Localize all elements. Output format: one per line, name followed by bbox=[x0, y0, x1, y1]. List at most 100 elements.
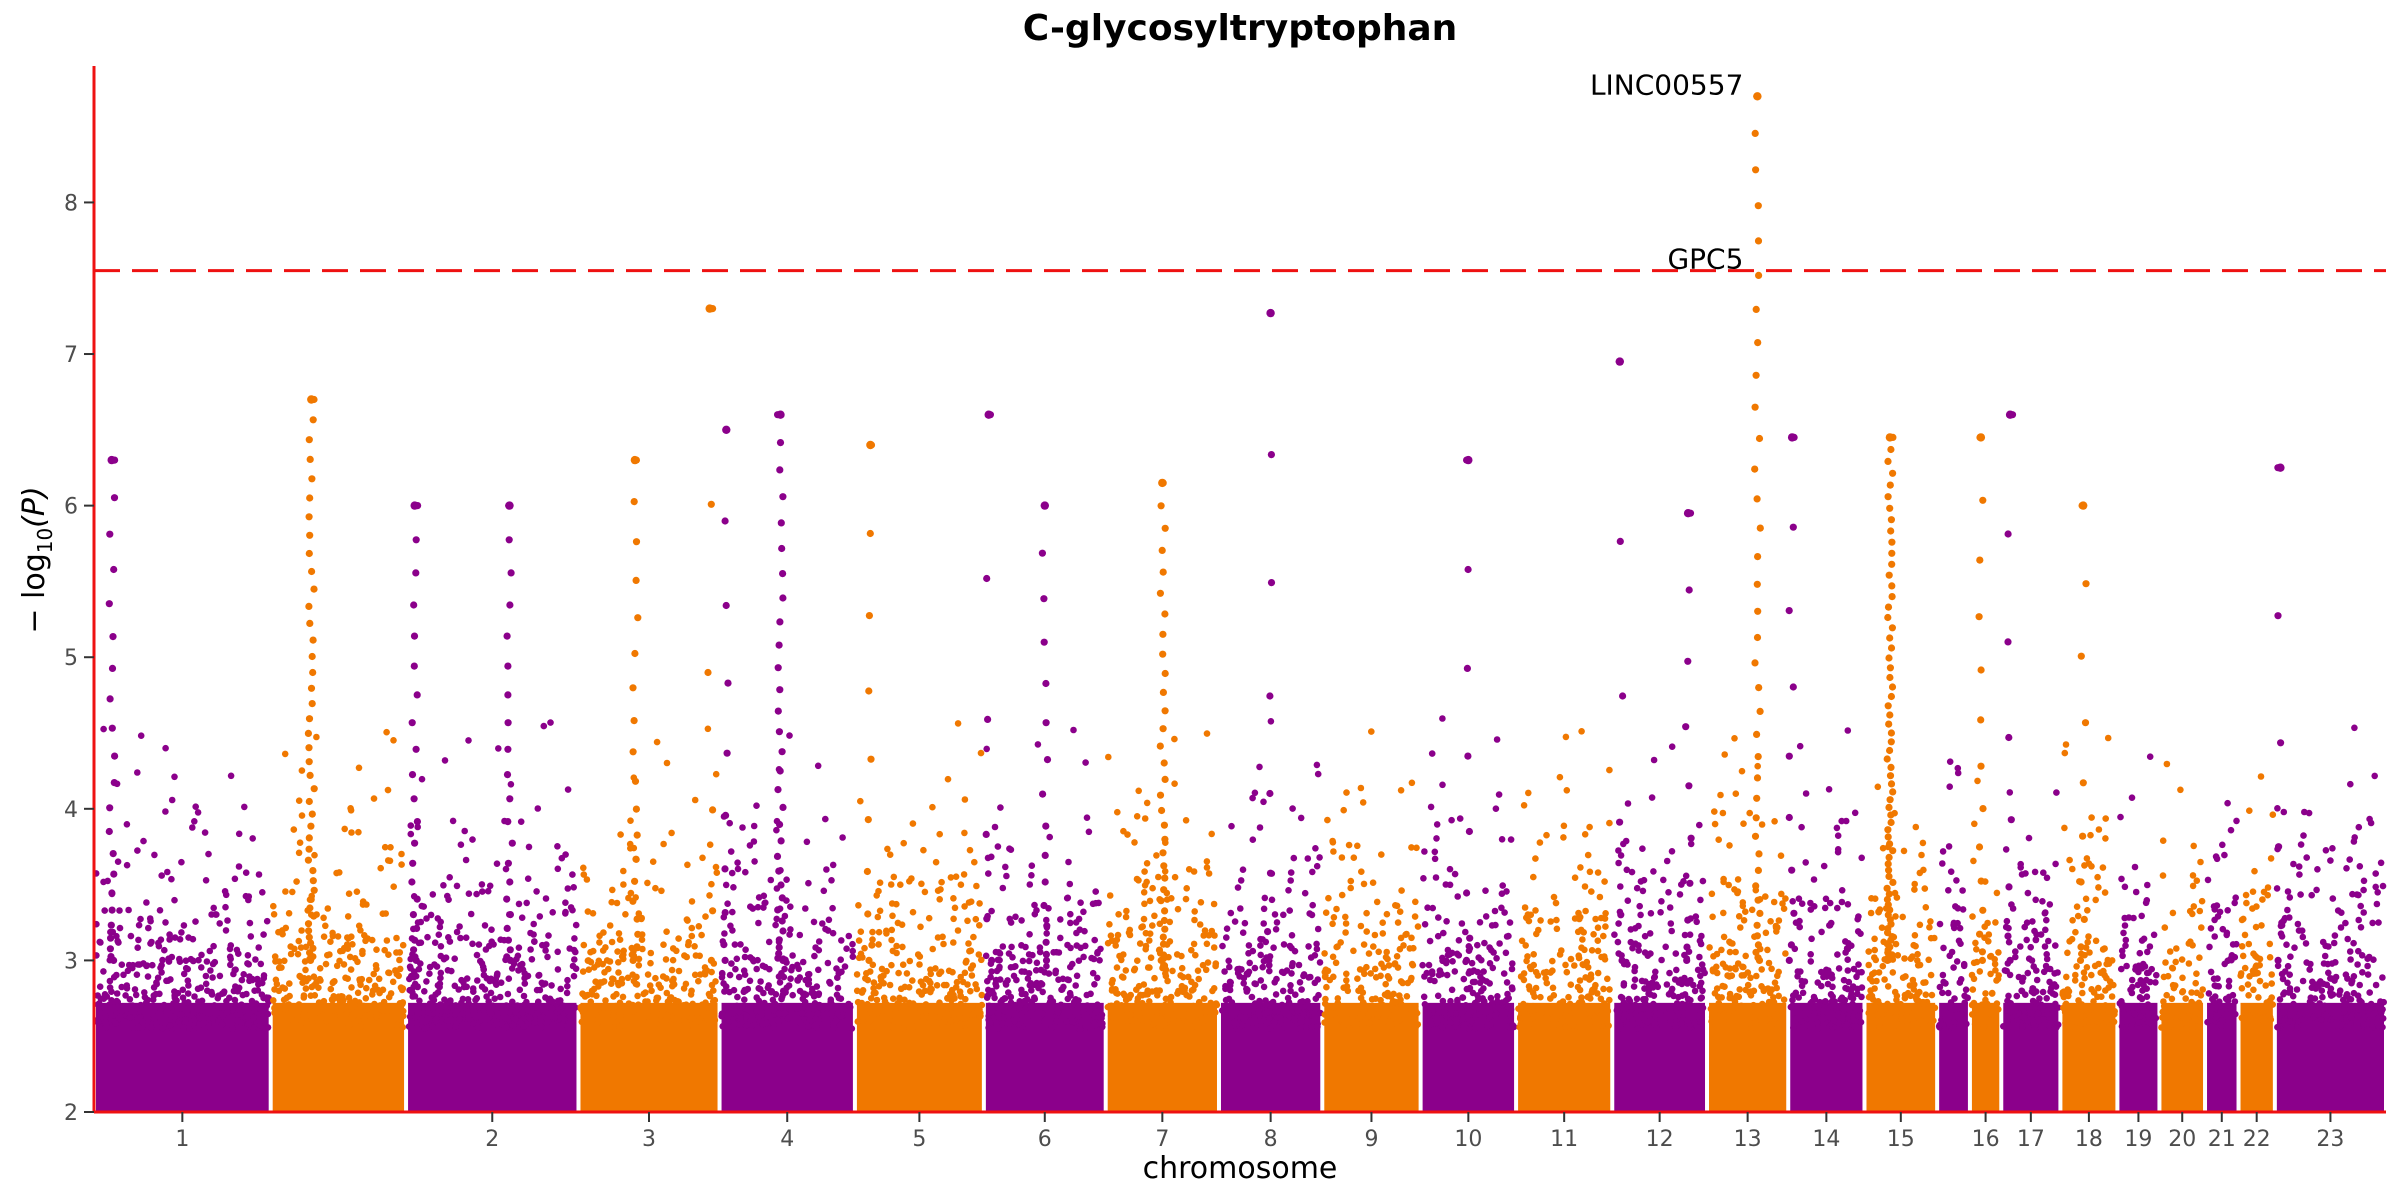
snp-point bbox=[1842, 1023, 1849, 1030]
snp-point bbox=[1899, 913, 1906, 921]
snp-point bbox=[526, 1014, 534, 1022]
snp-point bbox=[340, 961, 348, 968]
snp-point bbox=[1496, 940, 1503, 947]
snp-point bbox=[1605, 1022, 1612, 1029]
snp-point bbox=[1373, 898, 1381, 906]
peak-point bbox=[505, 536, 513, 544]
snp-point bbox=[1107, 1012, 1115, 1020]
snp-point bbox=[342, 1011, 350, 1018]
snp-point bbox=[290, 826, 298, 833]
snp-point bbox=[437, 974, 444, 982]
snp-point bbox=[1731, 886, 1738, 893]
snp-point bbox=[270, 997, 277, 1004]
snp-point bbox=[833, 965, 840, 972]
snp-point bbox=[1650, 992, 1658, 999]
snp-point bbox=[1443, 918, 1450, 925]
peak-point bbox=[307, 684, 316, 692]
snp-point bbox=[889, 995, 897, 1002]
snp-point bbox=[870, 979, 878, 986]
snp-point bbox=[2177, 786, 2184, 794]
snp-point bbox=[2173, 945, 2180, 952]
snp-point bbox=[572, 1004, 579, 1011]
snp-point bbox=[1063, 894, 1071, 902]
snp-point bbox=[1429, 904, 1436, 912]
snp-point bbox=[1802, 859, 1809, 866]
snp-point bbox=[2221, 1002, 2229, 1010]
snp-point bbox=[975, 1003, 983, 1010]
snp-point bbox=[1446, 1019, 1454, 1026]
snp-point bbox=[1200, 932, 1207, 939]
snp-point bbox=[1324, 816, 1331, 824]
snp-point bbox=[1412, 1007, 1419, 1014]
snp-point bbox=[737, 941, 744, 948]
snp-point bbox=[163, 1008, 171, 1015]
snp-point bbox=[1945, 1019, 1953, 1027]
snp-point bbox=[580, 871, 588, 878]
snp-point bbox=[418, 775, 426, 783]
snp-point bbox=[916, 953, 924, 960]
snp-point bbox=[1849, 983, 1857, 990]
snp-point bbox=[917, 923, 924, 931]
snp-point bbox=[2320, 980, 2327, 988]
peak-point bbox=[409, 911, 417, 919]
snp-point bbox=[2162, 959, 2169, 966]
snp-point bbox=[510, 1022, 517, 1030]
snp-point bbox=[1083, 991, 1091, 999]
peak-point bbox=[633, 831, 641, 839]
snp-point bbox=[1145, 1003, 1152, 1011]
snp-point bbox=[1614, 938, 1622, 946]
snp-point bbox=[599, 1024, 606, 1031]
snp-point bbox=[1956, 979, 1964, 986]
snp-point bbox=[838, 968, 845, 976]
snp-point bbox=[189, 957, 197, 965]
snp-point bbox=[527, 946, 534, 953]
snp-point bbox=[889, 912, 896, 920]
peak-point bbox=[776, 686, 784, 694]
snp-point bbox=[810, 918, 818, 926]
snp-point bbox=[1500, 970, 1508, 977]
snp-point bbox=[191, 993, 198, 1000]
snp-point bbox=[1768, 1000, 1776, 1007]
snp-point bbox=[1131, 1017, 1139, 1024]
snp-point bbox=[1138, 1022, 1146, 1029]
snp-point bbox=[2221, 960, 2228, 968]
snp-point bbox=[1584, 851, 1592, 859]
snp-point bbox=[2062, 741, 2070, 748]
snp-point bbox=[1926, 924, 1933, 931]
snp-point bbox=[1738, 767, 1746, 775]
snp-point bbox=[1738, 1017, 1746, 1025]
snp-point bbox=[1984, 919, 1991, 927]
snp-point bbox=[1260, 798, 1267, 806]
snp-point bbox=[1034, 741, 1042, 748]
snp-point bbox=[2369, 1023, 2376, 1031]
snp-point bbox=[832, 1017, 840, 1024]
peak-point bbox=[776, 439, 785, 447]
snp-point bbox=[399, 941, 407, 949]
snp-point bbox=[721, 930, 728, 937]
snp-point bbox=[238, 1019, 245, 1026]
snp-point bbox=[1021, 1006, 1029, 1014]
snp-point bbox=[732, 965, 739, 973]
snp-point bbox=[1668, 927, 1675, 935]
peak-point bbox=[629, 748, 637, 756]
snp-point bbox=[1195, 975, 1202, 983]
peak-point bbox=[108, 664, 117, 673]
snp-point bbox=[1879, 962, 1887, 970]
snp-point bbox=[766, 965, 773, 973]
peak-top-point bbox=[776, 410, 785, 419]
snp-point bbox=[1820, 1014, 1827, 1022]
snp-point bbox=[399, 985, 406, 992]
snp-point bbox=[1982, 990, 1989, 997]
snp-point bbox=[2357, 924, 2365, 931]
snp-point bbox=[1945, 989, 1952, 997]
snp-point bbox=[2197, 858, 2204, 866]
snp-point bbox=[483, 993, 490, 1000]
snp-point bbox=[1689, 981, 1697, 989]
snp-point bbox=[504, 990, 512, 998]
snp-point bbox=[614, 948, 621, 955]
snp-point bbox=[2255, 994, 2262, 1001]
snp-point bbox=[1048, 1024, 1055, 1032]
snp-point bbox=[338, 993, 345, 1000]
snp-point bbox=[2214, 975, 2221, 982]
snp-point bbox=[493, 1018, 501, 1025]
